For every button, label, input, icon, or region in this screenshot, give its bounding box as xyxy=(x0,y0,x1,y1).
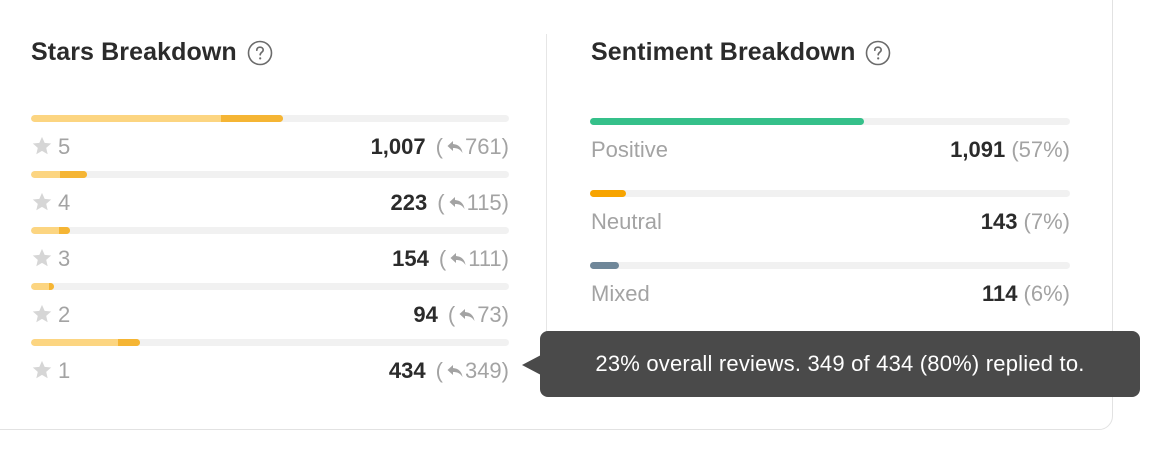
star-row-5[interactable]: 5 1,007 ( 761 ) xyxy=(31,115,509,171)
tooltip-text: 23% overall reviews. 349 of 434 (80%) re… xyxy=(595,351,1085,376)
star-share-fill xyxy=(31,339,140,346)
sentiment-number: 1,091 xyxy=(950,137,1012,162)
reply-icon xyxy=(459,309,475,321)
sentiment-fill xyxy=(590,190,626,197)
sentiment-row-positive[interactable]: Positive 1,091 (57%) xyxy=(590,118,1070,178)
star-row-4[interactable]: 4 223 ( 115 ) xyxy=(31,171,509,227)
star-count: 1,007 ( 761 ) xyxy=(371,134,509,160)
sentiment-percent: (57%) xyxy=(1011,137,1070,162)
open-paren: ( xyxy=(447,302,456,327)
sentiment-bar xyxy=(590,190,1070,197)
sentiment-count: 1,091 (57%) xyxy=(950,137,1070,163)
star-share-bar xyxy=(31,171,509,178)
sentiment-count: 114 (6%) xyxy=(982,281,1070,307)
star-icon xyxy=(32,136,52,155)
star-icon xyxy=(32,192,52,211)
sentiment-label: Mixed xyxy=(591,281,650,306)
star-icon xyxy=(32,304,52,323)
replied-count: 111 xyxy=(468,246,502,271)
reply-icon xyxy=(447,365,463,377)
sentiment-bar xyxy=(590,262,1070,269)
replied-count: 349 xyxy=(464,358,502,383)
open-paren: ( xyxy=(437,190,445,215)
sentiment-fill xyxy=(590,118,864,125)
star-share-fill xyxy=(31,283,55,290)
star-row-1[interactable]: 1 434 ( 349 ) xyxy=(31,339,509,395)
sentiment-row-neutral[interactable]: Neutral 143 (7%) xyxy=(590,190,1070,250)
star-row-3[interactable]: 3 154 ( 111 ) xyxy=(31,227,509,283)
star-replied-fill xyxy=(49,283,55,290)
open-paren: ( xyxy=(438,246,447,271)
sentiment-percent: (7%) xyxy=(1023,209,1070,234)
star-share-bar xyxy=(31,339,509,346)
replied-count: 73 xyxy=(477,302,502,327)
star-replied-fill xyxy=(58,227,70,234)
close-paren: ) xyxy=(501,302,509,327)
star-rating-label: 1 xyxy=(58,358,71,383)
review-count: 1,007 xyxy=(370,134,426,159)
star-rating-label: 3 xyxy=(58,246,71,271)
star-replied-fill xyxy=(59,171,87,178)
star-rating-label: 2 xyxy=(58,302,71,327)
star-count: 434 ( 349 ) xyxy=(389,358,509,384)
replied-count: 115 xyxy=(466,190,502,215)
help-icon[interactable] xyxy=(247,40,273,66)
star-count: 94 ( 73 ) xyxy=(413,302,509,328)
review-count: 223 xyxy=(390,190,428,215)
star-share-fill xyxy=(31,115,283,122)
star-share-fill xyxy=(31,227,70,234)
sentiment-percent: (6%) xyxy=(1023,281,1070,306)
open-paren: ( xyxy=(435,134,443,159)
help-icon[interactable] xyxy=(865,40,891,66)
reply-tooltip: 23% overall reviews. 349 of 434 (80%) re… xyxy=(540,331,1140,397)
sentiment-number: 143 xyxy=(980,209,1024,234)
star-share-bar xyxy=(31,283,509,290)
sentiment-number: 114 xyxy=(981,281,1024,306)
close-paren: ) xyxy=(501,358,509,383)
replied-count: 761 xyxy=(464,134,502,159)
star-replied-fill xyxy=(221,115,283,122)
close-paren: ) xyxy=(501,190,509,215)
open-paren: ( xyxy=(435,358,443,383)
star-share-fill xyxy=(31,171,87,178)
close-paren: ) xyxy=(501,246,509,271)
sentiment-breakdown-title: Sentiment Breakdown xyxy=(591,38,856,66)
sentiment-count: 143 (7%) xyxy=(981,209,1070,235)
star-rating-label: 4 xyxy=(58,190,71,215)
sentiment-row-mixed[interactable]: Mixed 114 (6%) xyxy=(590,262,1070,322)
star-row-2[interactable]: 2 94 ( 73 ) xyxy=(31,283,509,339)
tooltip-arrow xyxy=(522,355,541,375)
section-divider xyxy=(546,34,547,366)
reply-icon xyxy=(449,197,465,209)
close-paren: ) xyxy=(501,134,509,159)
stars-breakdown-title: Stars Breakdown xyxy=(31,38,237,66)
review-count: 154 xyxy=(392,246,429,271)
star-rating-label: 5 xyxy=(58,134,71,159)
star-share-bar xyxy=(31,227,509,234)
sentiment-label: Neutral xyxy=(591,209,662,234)
reply-icon xyxy=(447,141,463,153)
star-icon xyxy=(32,360,52,379)
review-count: 94 xyxy=(413,302,438,327)
stars-breakdown-header: Stars Breakdown xyxy=(31,38,273,67)
reply-icon xyxy=(450,253,466,265)
sentiment-label: Positive xyxy=(591,137,669,162)
sentiment-fill xyxy=(590,262,619,269)
star-count: 223 ( 115 ) xyxy=(391,190,509,216)
star-replied-fill xyxy=(118,339,140,346)
star-share-bar xyxy=(31,115,509,122)
star-count: 154 ( 111 ) xyxy=(392,246,509,272)
star-icon xyxy=(32,248,52,267)
sentiment-bar xyxy=(590,118,1070,125)
sentiment-breakdown-header: Sentiment Breakdown xyxy=(591,38,891,67)
review-count: 434 xyxy=(388,358,426,383)
